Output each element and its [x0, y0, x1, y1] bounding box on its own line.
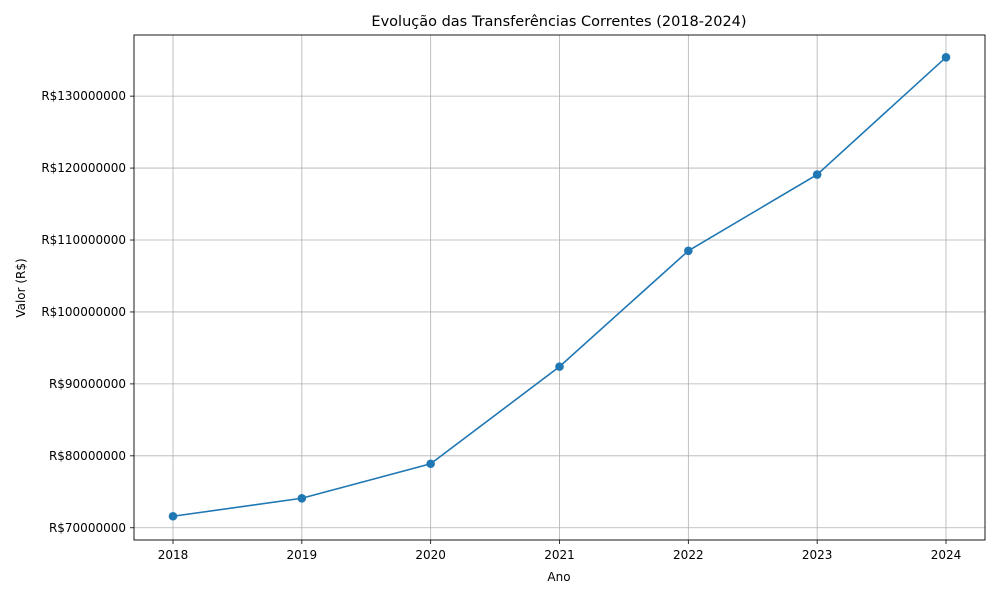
y-axis: R$70000000 R$80000000 R$90000000 R$10000000… — [41, 89, 134, 535]
data-point — [812, 170, 822, 179]
y-tick-label: R$130000000 — [41, 89, 126, 103]
x-tick-label: 2023 — [802, 548, 833, 562]
x-axis-label: Ano — [547, 570, 570, 584]
x-tick-label: 2020 — [415, 548, 446, 562]
data-point — [168, 511, 178, 521]
x-tick-label: 2018 — [158, 548, 189, 562]
x-tick-label: 2021 — [544, 548, 575, 562]
series-layer — [168, 53, 951, 521]
data-point — [684, 246, 693, 256]
x-tick-label: 2022 — [673, 548, 704, 562]
y-tick-label: R$70000000 — [49, 521, 126, 535]
data-point — [941, 53, 951, 62]
y-tick-label: R$120000000 — [41, 161, 126, 175]
y-tick-label: R$90000000 — [49, 377, 126, 391]
grid-lines — [134, 35, 985, 540]
data-point — [297, 493, 307, 503]
chart-title: Evolução das Transferências Correntes (2… — [371, 14, 746, 30]
x-axis: 2018 2019 2020 2021 2022 2023 2024 — [158, 540, 962, 562]
x-tick-label: 2019 — [287, 548, 318, 562]
y-tick-label: R$80000000 — [49, 449, 126, 463]
data-point — [426, 459, 435, 469]
y-tick-label: R$100000000 — [41, 305, 126, 319]
data-point — [555, 362, 564, 371]
y-axis-label: Valor (R$) — [14, 258, 28, 317]
y-tick-label: R$110000000 — [41, 233, 126, 247]
x-tick-label: 2024 — [931, 548, 962, 562]
